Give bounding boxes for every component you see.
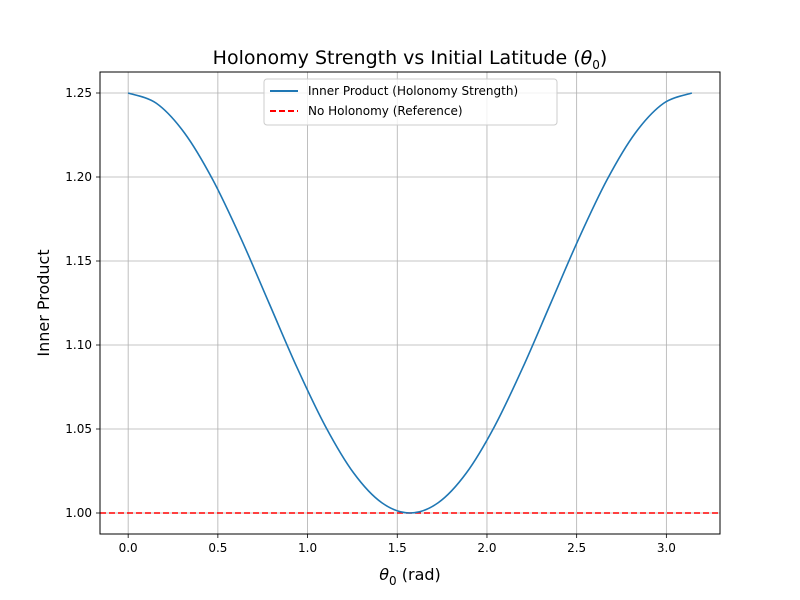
y-axis: 1.00 1.05 1.10 1.15 1.20 1.25	[65, 86, 100, 520]
x-tick-label: 1.0	[298, 541, 317, 555]
x-axis: 0.0 0.5 1.0 1.5 2.0 2.5 3.0	[119, 534, 676, 555]
x-tick-label: 3.0	[657, 541, 676, 555]
y-tick-label: 1.05	[65, 422, 92, 436]
plot-lines	[100, 92, 720, 514]
y-axis-label: Inner Product	[34, 249, 53, 356]
chart-title: Holonomy Strength vs Initial Latitude (θ…	[213, 47, 608, 72]
plot-frame	[99, 71, 721, 535]
legend-box	[263, 78, 558, 126]
y-tick-label: 1.10	[65, 338, 92, 352]
x-tick-label: 1.5	[388, 541, 407, 555]
y-tick-label: 1.00	[65, 506, 92, 520]
legend-label-inner-product: Inner Product (Holonomy Strength)	[308, 84, 518, 98]
y-tick-label: 1.25	[65, 86, 92, 100]
y-tick-label: 1.20	[65, 170, 92, 184]
legend: Inner Product (Holonomy Strength) No Hol…	[263, 78, 558, 126]
x-tick-label: 0.5	[208, 541, 227, 555]
legend-label-no-holonomy: No Holonomy (Reference)	[308, 104, 463, 118]
x-tick-label: 2.0	[477, 541, 496, 555]
x-axis-label: θ0 (rad)	[379, 565, 441, 588]
x-tick-label: 0.0	[119, 541, 138, 555]
y-tick-label: 1.15	[65, 254, 92, 268]
inner-product-line	[127, 92, 693, 514]
x-tick-label: 2.5	[567, 541, 586, 555]
